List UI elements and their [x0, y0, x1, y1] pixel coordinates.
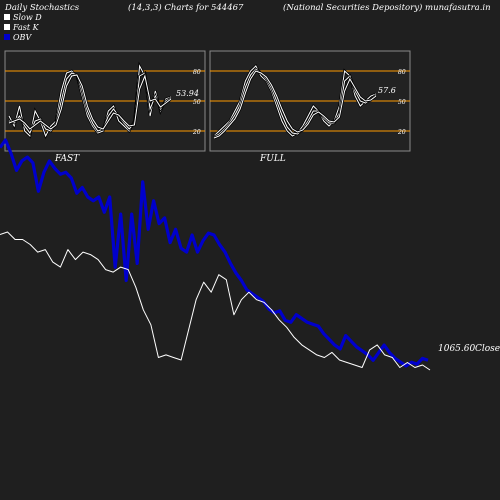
- fast-signal-line: [8, 74, 172, 130]
- fast-tick-labels: 20 50 80: [192, 69, 201, 136]
- full-tick-label: 20: [397, 129, 406, 136]
- legend-swatch-obv: [4, 34, 10, 40]
- obv-line: [0, 138, 429, 368]
- close-last-label: 1065.60 Close: [438, 344, 500, 354]
- legend-label-obv: OBV: [13, 33, 32, 42]
- fast-tick-label: 80: [193, 69, 201, 76]
- fast-slow-d-line: [8, 72, 172, 134]
- fast-panel-title: FAST: [54, 154, 80, 164]
- header-params: (14,3,3) Charts for 544467: [128, 2, 244, 13]
- legend-label-fast-k: Fast K: [12, 23, 40, 32]
- fast-tick-label: 50: [193, 99, 201, 106]
- full-signal-line: [213, 70, 377, 139]
- fast-series-lines: [7, 61, 172, 140]
- full-tick-label: 80: [398, 69, 406, 76]
- header-left: Daily Stochastics: [4, 3, 80, 13]
- fast-reference-lines: [5, 70, 205, 132]
- fast-tick-label: 20: [192, 129, 201, 136]
- legend-swatch-fast-k: [4, 24, 10, 30]
- close-line: [0, 231, 431, 371]
- close-last-value: 1065.60: [438, 344, 475, 354]
- close-series-label: Close: [475, 344, 500, 354]
- fast-panel: 20 50 80 53.94 FAST: [4, 50, 206, 164]
- main-price-obv-area: [0, 138, 431, 371]
- full-slow-d-line: [213, 68, 377, 138]
- full-series-lines: [213, 63, 377, 140]
- legend: Slow D Fast K OBV: [4, 13, 42, 42]
- full-tick-label: 50: [398, 99, 406, 106]
- legend-swatch-slow-d: [4, 14, 10, 20]
- legend-label-slow-d: Slow D: [13, 13, 42, 22]
- full-panel-title: FULL: [259, 154, 286, 164]
- full-panel: 20 50 80 57.6 FULL: [209, 50, 411, 164]
- full-last-value-label: 57.6: [378, 86, 396, 95]
- header-right: (National Securities Depository) munafas…: [283, 2, 491, 13]
- fast-last-value-label: 53.94: [176, 89, 199, 98]
- full-tick-labels: 20 50 80: [397, 69, 406, 136]
